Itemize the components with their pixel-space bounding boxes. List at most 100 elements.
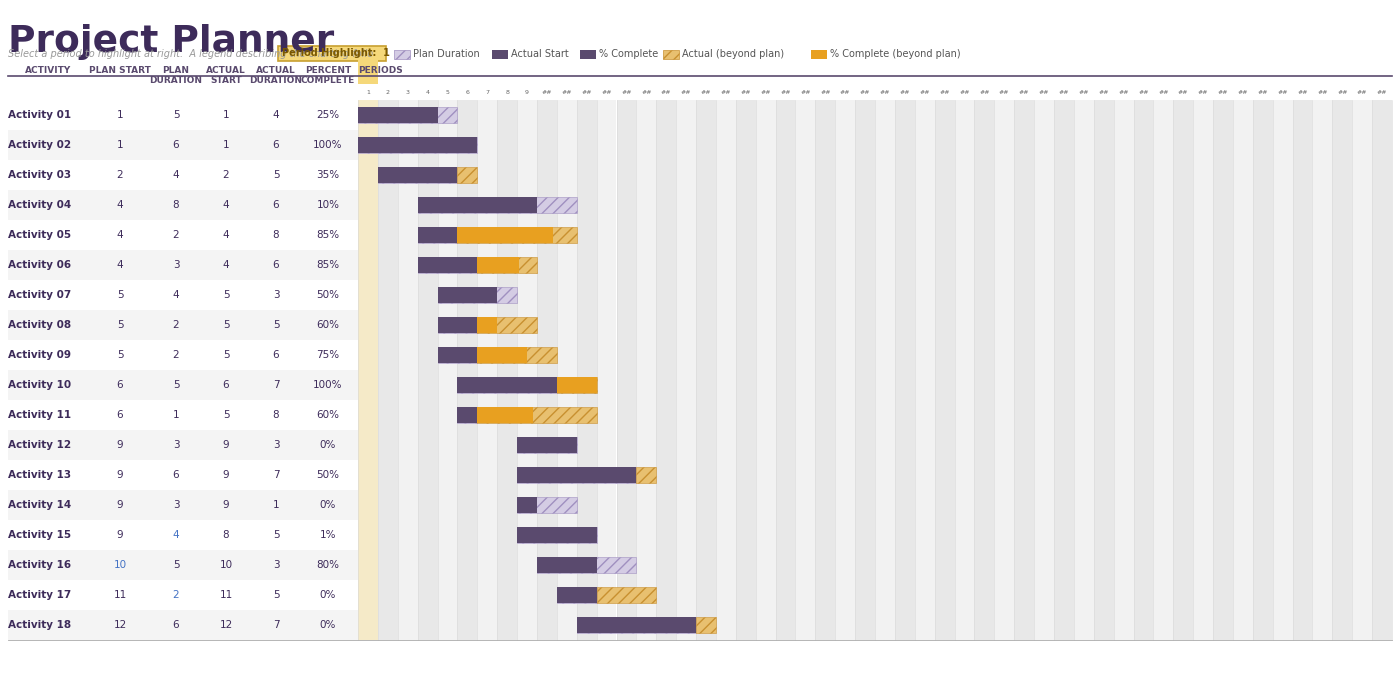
Text: 6: 6 (273, 140, 280, 150)
Bar (1154, 100, 1173, 640)
Bar (1173, 100, 1193, 640)
Text: PLAN START: PLAN START (90, 66, 151, 75)
Bar (664, 50, 679, 59)
Text: 5: 5 (223, 350, 230, 360)
Text: 3: 3 (273, 560, 280, 570)
Text: 10: 10 (220, 560, 232, 570)
Bar (914, 100, 935, 640)
Bar (756, 100, 776, 640)
Bar (517, 527, 596, 543)
Text: 4: 4 (116, 230, 123, 240)
Bar (1233, 100, 1253, 640)
Text: 10%: 10% (316, 200, 339, 210)
Bar (8, 250, 358, 280)
Text: 12: 12 (220, 620, 232, 630)
Text: PLAN
DURATION: PLAN DURATION (150, 66, 203, 85)
Text: Period Highlight:  1: Period Highlight: 1 (281, 48, 389, 59)
Text: 6: 6 (116, 380, 123, 390)
Bar (458, 407, 477, 423)
Bar (596, 588, 657, 603)
Bar (279, 46, 386, 61)
Bar (8, 130, 358, 160)
Text: 5: 5 (273, 170, 280, 180)
Bar (616, 100, 637, 640)
Bar (417, 197, 577, 213)
Bar (438, 317, 477, 333)
Text: 1%: 1% (319, 530, 336, 540)
Text: 2: 2 (172, 350, 179, 360)
Bar (1074, 100, 1093, 640)
Bar (438, 100, 458, 640)
Text: ##: ## (1078, 89, 1089, 95)
Text: ##: ## (1257, 89, 1268, 95)
Bar (557, 377, 596, 393)
Bar (580, 50, 596, 59)
Bar (8, 550, 358, 580)
Bar (477, 407, 533, 423)
Text: 5: 5 (273, 590, 280, 600)
Bar (1035, 100, 1054, 640)
Bar (438, 347, 477, 363)
Text: ##: ## (1000, 89, 1009, 95)
Bar (1014, 100, 1035, 640)
Bar (438, 347, 477, 363)
Bar (458, 100, 477, 640)
Bar (477, 347, 526, 363)
Text: 4: 4 (172, 170, 179, 180)
Text: ##: ## (1376, 89, 1387, 95)
Bar (491, 50, 508, 59)
Bar (477, 257, 519, 273)
Text: 5: 5 (445, 89, 449, 95)
Text: 4: 4 (223, 260, 230, 270)
Text: ##: ## (920, 89, 930, 95)
Bar (458, 167, 477, 183)
Text: 9: 9 (116, 440, 123, 450)
Text: 1: 1 (172, 410, 179, 420)
Text: 85%: 85% (316, 230, 340, 240)
Bar (974, 100, 994, 640)
Text: Select a period to highlight at right.  A legend describing the charting follo: Select a period to highlight at right. A… (8, 49, 374, 59)
Text: ##: ## (1357, 89, 1368, 95)
Bar (637, 100, 657, 640)
Text: 0%: 0% (319, 590, 336, 600)
Text: 6: 6 (172, 470, 179, 480)
Text: Actual Start: Actual Start (511, 49, 568, 59)
Text: Activity 02: Activity 02 (8, 140, 71, 150)
Bar (458, 227, 553, 243)
Bar (438, 347, 477, 363)
Text: 12: 12 (113, 620, 126, 630)
Bar (795, 100, 815, 640)
Text: 4: 4 (116, 200, 123, 210)
Bar (1054, 100, 1074, 640)
Text: Activity 11: Activity 11 (8, 410, 71, 420)
Text: 11: 11 (113, 590, 126, 600)
Text: 3: 3 (172, 500, 179, 510)
Text: ##: ## (900, 89, 910, 95)
Text: 0%: 0% (319, 620, 336, 630)
Text: 6: 6 (116, 410, 123, 420)
Bar (1253, 100, 1273, 640)
Bar (477, 100, 497, 640)
Bar (715, 100, 736, 640)
Text: ##: ## (1019, 89, 1029, 95)
Text: 100%: 100% (314, 380, 343, 390)
Text: 10: 10 (113, 560, 126, 570)
Text: Project Planner: Project Planner (8, 24, 335, 60)
Text: 3: 3 (172, 260, 179, 270)
Text: ##: ## (581, 89, 592, 95)
Text: 0%: 0% (319, 500, 336, 510)
Text: 5: 5 (273, 530, 280, 540)
Text: Activity 18: Activity 18 (8, 620, 71, 630)
Text: 25%: 25% (316, 110, 340, 120)
Text: ##: ## (1337, 89, 1348, 95)
Text: ##: ## (602, 89, 612, 95)
Bar (417, 257, 477, 273)
Text: ##: ## (939, 89, 949, 95)
Text: Activity 01: Activity 01 (8, 110, 71, 120)
Bar (994, 100, 1014, 640)
Bar (417, 227, 458, 243)
Bar (517, 497, 577, 513)
Bar (557, 377, 596, 393)
Text: 7: 7 (486, 89, 489, 95)
Bar (696, 617, 715, 632)
